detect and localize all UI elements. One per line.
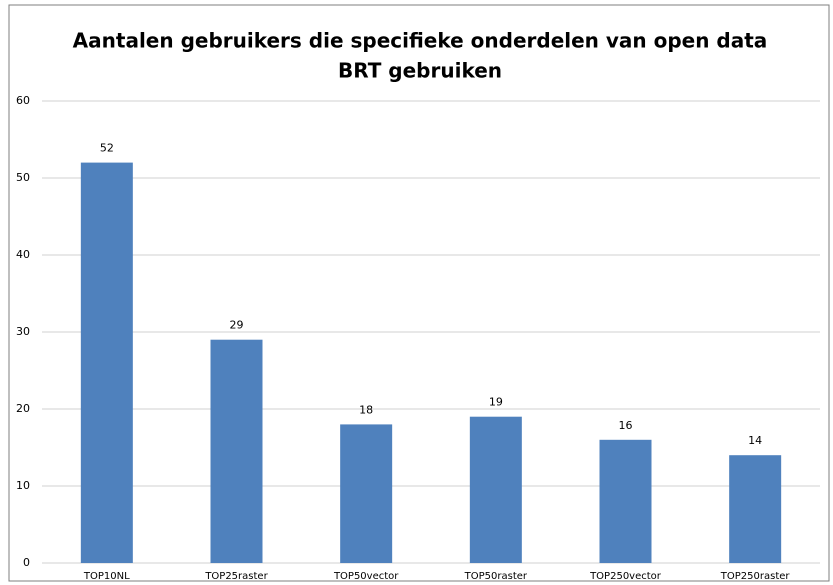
x-tick-label: TOP250vector: [589, 571, 662, 582]
y-tick-label: 20: [16, 402, 30, 415]
chart-title: BRT gebruiken: [338, 59, 502, 83]
y-tick-label: 40: [16, 248, 30, 261]
y-tick-label: 60: [16, 94, 30, 107]
data-label: 52: [100, 142, 114, 155]
bar: [80, 162, 133, 563]
y-tick-label: 50: [16, 171, 30, 184]
data-label: 18: [359, 403, 373, 416]
data-label: 29: [230, 319, 244, 332]
y-tick-label: 0: [23, 556, 30, 569]
x-tick-label: TOP250raster: [720, 571, 791, 582]
data-label: 19: [489, 396, 503, 409]
x-tick-label: TOP10NL: [83, 571, 130, 582]
bar: [469, 416, 522, 563]
x-tick-label: TOP50raster: [464, 571, 528, 582]
bar: [729, 455, 782, 563]
y-tick-label: 30: [16, 325, 30, 338]
bar: [599, 439, 652, 563]
data-label: 14: [748, 434, 762, 447]
chart-title: Aantalen gebruikers die specifieke onder…: [73, 29, 768, 53]
y-tick-label: 10: [16, 479, 30, 492]
x-tick-label: TOP25raster: [204, 571, 268, 582]
x-tick-label: TOP50vector: [333, 571, 399, 582]
bar: [210, 339, 263, 563]
bar: [340, 424, 393, 563]
data-label: 16: [619, 419, 633, 432]
